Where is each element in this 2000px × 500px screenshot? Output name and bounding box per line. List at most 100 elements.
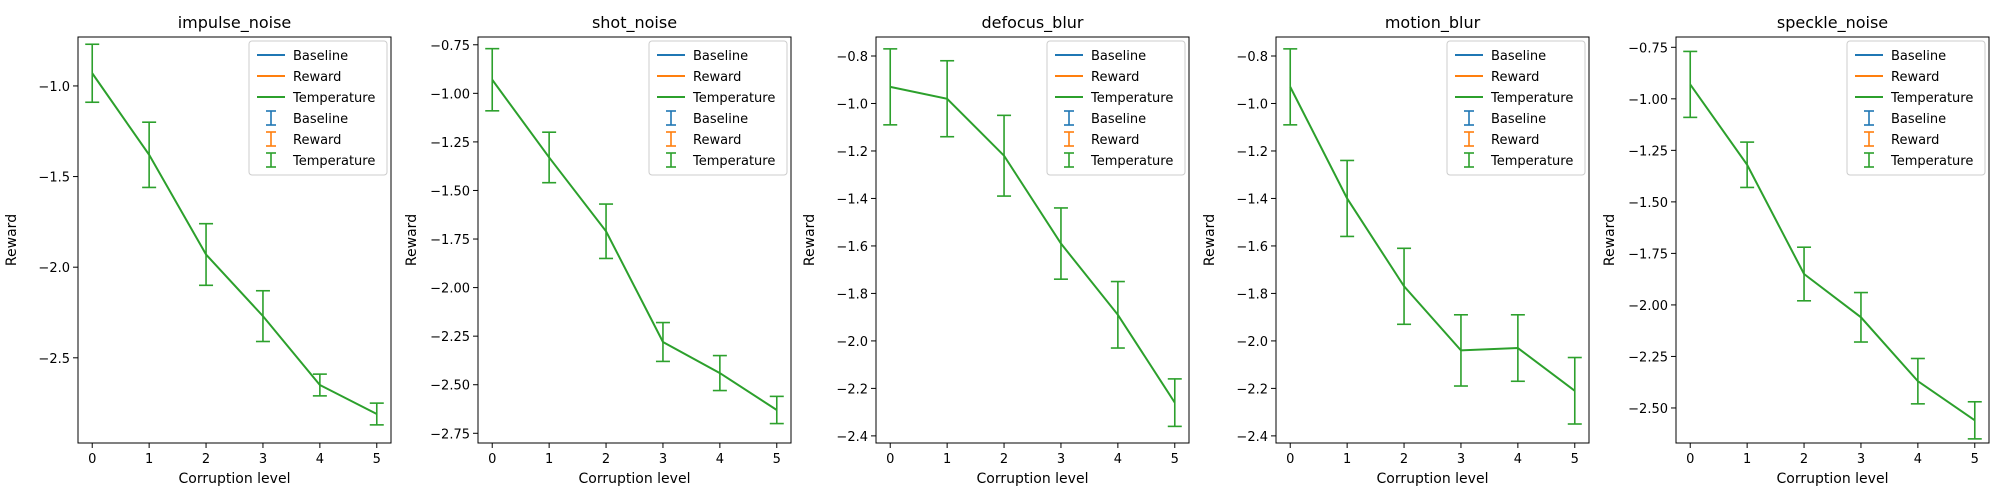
x-tick-label: 3 xyxy=(659,452,667,467)
legend-label: Baseline xyxy=(1891,49,1946,64)
y-tick-label: −1.75 xyxy=(430,233,470,248)
x-tick-label: 2 xyxy=(602,452,610,467)
legend-errorbar-swatch xyxy=(1864,131,1874,147)
legend-label: Reward xyxy=(693,133,741,148)
legend-box xyxy=(248,40,388,176)
legend-errorbar-swatch xyxy=(1464,152,1474,168)
y-tick-label: −2.75 xyxy=(430,427,470,442)
x-axis-label: Corruption level xyxy=(179,471,291,487)
x-tick-label: 0 xyxy=(1686,452,1694,467)
y-tick-label: −1.6 xyxy=(1236,240,1268,255)
axes-frame xyxy=(477,36,792,444)
x-tick-label: 1 xyxy=(943,452,951,467)
x-tick-label: 4 xyxy=(1914,452,1922,467)
x-axis-label: Corruption level xyxy=(977,471,1089,487)
legend: Baseline Reward Temperature Baseline Reward T… xyxy=(648,40,788,176)
y-tick-label: −1.75 xyxy=(1628,247,1668,262)
legend: Baseline Reward Temperature Baseline Reward T… xyxy=(1046,40,1186,176)
y-tick-label: −1.8 xyxy=(836,287,868,302)
legend-box xyxy=(648,40,788,176)
axes-frame xyxy=(1675,36,1990,444)
series-line-Temperature xyxy=(1289,86,1576,392)
legend-label: Baseline xyxy=(693,49,748,64)
legend-label: Temperature xyxy=(1490,91,1573,106)
legend: Baseline Reward Temperature Baseline Reward T… xyxy=(1846,40,1986,176)
y-tick-label: −2.25 xyxy=(1628,350,1668,365)
subplot-title: motion_blur xyxy=(1385,13,1481,33)
y-tick-label: −1.0 xyxy=(38,80,70,95)
subplot-title: impulse_noise xyxy=(178,13,292,33)
y-tick-label: −1.0 xyxy=(836,97,868,112)
axes-frame xyxy=(1275,36,1590,444)
legend-errorbar-swatch xyxy=(1064,131,1074,147)
subplot-speckle_noise: speckle_noise 0 1 2 3 4 5 −0.75 −1.00 −1.25 −1.50 −… xyxy=(1602,13,1990,487)
x-tick-label: 0 xyxy=(886,452,894,467)
y-tick-label: −2.2 xyxy=(1236,382,1268,397)
legend-box xyxy=(1846,40,1986,176)
legend-errorbar-swatch xyxy=(1064,110,1074,126)
x-tick-label: 5 xyxy=(1171,452,1179,467)
legend-label: Reward xyxy=(1491,133,1539,148)
legend-label: Temperature xyxy=(1890,154,1973,169)
legend-errorbar-swatch xyxy=(266,152,276,168)
legend-box xyxy=(1446,40,1586,176)
y-tick-label: −2.00 xyxy=(1628,299,1668,314)
y-tick-label: −2.0 xyxy=(38,261,70,276)
legend-label: Reward xyxy=(1091,70,1139,85)
x-tick-label: 5 xyxy=(773,452,781,467)
legend-errorbar-swatch xyxy=(666,110,676,126)
y-tick-label: −1.25 xyxy=(1628,144,1668,159)
legend-label: Temperature xyxy=(1090,154,1173,169)
y-tick-label: −2.0 xyxy=(836,335,868,350)
x-tick-label: 0 xyxy=(488,452,496,467)
legend-errorbar-swatch xyxy=(266,131,276,147)
legend-label: Reward xyxy=(1891,133,1939,148)
x-tick-label: 3 xyxy=(259,452,267,467)
legend-label: Baseline xyxy=(1491,112,1546,127)
y-tick-label: −1.0 xyxy=(1236,97,1268,112)
x-tick-label: 2 xyxy=(202,452,210,467)
y-tick-label: −2.4 xyxy=(1236,430,1268,445)
x-tick-label: 5 xyxy=(1971,452,1979,467)
x-tick-label: 1 xyxy=(545,452,553,467)
legend-label: Baseline xyxy=(1091,49,1146,64)
y-tick-label: −1.2 xyxy=(836,145,868,160)
series-line-Temperature xyxy=(91,72,378,415)
y-tick-label: −1.25 xyxy=(430,136,470,151)
legend-label: Reward xyxy=(1091,133,1139,148)
x-tick-label: 3 xyxy=(1857,452,1865,467)
legend-errorbar-swatch xyxy=(1464,131,1474,147)
y-tick-label: −1.50 xyxy=(1628,196,1668,211)
legend-label: Temperature xyxy=(1890,91,1973,106)
x-tick-label: 1 xyxy=(1343,452,1351,467)
legend-label: Baseline xyxy=(693,112,748,127)
series-line-Temperature xyxy=(491,79,778,411)
y-tick-label: −1.4 xyxy=(836,192,868,207)
legend-label: Temperature xyxy=(1090,91,1173,106)
x-tick-label: 0 xyxy=(1286,452,1294,467)
y-tick-label: −2.25 xyxy=(430,330,470,345)
legend-label: Reward xyxy=(693,70,741,85)
legend-label: Baseline xyxy=(1091,112,1146,127)
x-tick-label: 0 xyxy=(88,452,96,467)
legend-label: Reward xyxy=(1491,70,1539,85)
subplot-shot_noise: shot_noise 0 1 2 3 4 5 −0.75 −1.00 −1.25 −1.50 −1.7… xyxy=(404,13,792,487)
legend-label: Baseline xyxy=(293,49,348,64)
legend-errorbar-swatch xyxy=(1864,110,1874,126)
y-axis-label: Reward xyxy=(802,214,818,266)
subplot-motion_blur: motion_blur 0 1 2 3 4 5 −0.8 −1.0 −1.2 −1.4 −1.6 −1.… xyxy=(1202,13,1590,487)
x-tick-label: 4 xyxy=(1114,452,1122,467)
x-tick-label: 4 xyxy=(1514,452,1522,467)
y-axis-label: Reward xyxy=(4,214,20,266)
x-tick-label: 2 xyxy=(1800,452,1808,467)
x-tick-label: 5 xyxy=(1571,452,1579,467)
x-tick-label: 3 xyxy=(1057,452,1065,467)
y-tick-label: −0.75 xyxy=(430,39,470,54)
x-tick-label: 1 xyxy=(1743,452,1751,467)
legend-errorbar-swatch xyxy=(266,110,276,126)
x-axis-label: Corruption level xyxy=(579,471,691,487)
legend-label: Baseline xyxy=(293,112,348,127)
y-tick-label: −1.00 xyxy=(1628,93,1668,108)
y-tick-label: −0.75 xyxy=(1628,41,1668,56)
